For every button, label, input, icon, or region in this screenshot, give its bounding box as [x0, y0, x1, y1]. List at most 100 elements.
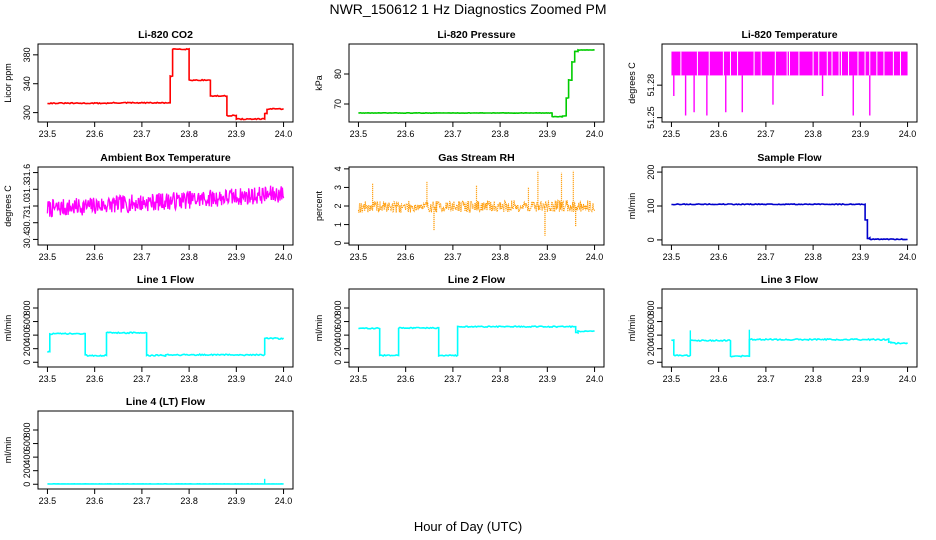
y-tick-label: 600	[22, 314, 32, 329]
x-tick-label: 24.0	[275, 129, 293, 139]
x-tick-label: 24.0	[899, 374, 917, 384]
y-axis-label: percent	[314, 190, 324, 221]
y-tick-label: 0	[22, 482, 32, 487]
x-tick-label: 23.9	[852, 374, 870, 384]
x-tick-label: 23.6	[710, 252, 728, 262]
panel-title: Sample Flow	[757, 152, 822, 164]
y-tick-label: 1	[333, 222, 343, 227]
x-tick-label: 23.9	[228, 252, 246, 262]
plot-area	[47, 47, 284, 121]
x-tick-label: 23.8	[180, 374, 198, 384]
x-tick-label: 23.8	[491, 374, 509, 384]
y-axis-label: degrees C	[3, 185, 13, 227]
y-axis-label: ml/min	[3, 437, 13, 464]
chart-panel-0: Li-820 CO2 23.5 23.6 23.7 23.8 23.9 24.0 300 340…	[3, 29, 294, 139]
x-tick-label: 23.9	[228, 496, 246, 506]
x-tick-label: 23.8	[491, 252, 509, 262]
x-tick-label: 23.9	[539, 252, 557, 262]
plot-frame	[37, 166, 294, 246]
series-line	[46, 331, 285, 358]
y-tick-label: 200	[22, 463, 32, 478]
panel-title: Li-820 CO2	[138, 29, 193, 41]
plot-area	[671, 202, 908, 241]
y-axis-label: ml/min	[3, 315, 13, 342]
y-tick-label: 800	[22, 300, 32, 315]
x-tick-label: 23.6	[86, 252, 104, 262]
y-tick-label: 340	[22, 76, 32, 91]
x-tick-label: 23.7	[133, 496, 151, 506]
series-line	[357, 199, 596, 214]
y-tick-label: 0	[646, 360, 656, 365]
y-tick-label: 4	[333, 166, 343, 171]
x-tick-label: 24.0	[899, 252, 917, 262]
x-tick-label: 23.6	[86, 129, 104, 139]
y-tick-label: 51.28	[646, 74, 656, 97]
plot-area	[358, 325, 595, 358]
x-tick-label: 23.8	[491, 129, 509, 139]
y-tick-label: 51.25	[646, 106, 656, 129]
series-line	[47, 47, 284, 121]
panel-title: Gas Stream RH	[438, 152, 514, 164]
x-tick-label: 23.8	[804, 252, 822, 262]
x-tick-label: 23.7	[133, 252, 151, 262]
plot-frame	[348, 166, 605, 246]
y-axis-label: degrees C	[627, 62, 637, 104]
chart-panel-1: Li-820 Pressure 23.5 23.6 23.7 23.8 23.9 24.0 7…	[314, 29, 605, 139]
x-tick-label: 23.6	[710, 129, 728, 139]
chart-panel-3: Ambient Box Temperature 23.5 23.6 23.7 23.8 2…	[3, 152, 294, 262]
x-tick-label: 24.0	[586, 252, 604, 262]
chart-panel-8: Line 3 Flow 23.5 23.6 23.7 23.8 23.9 24.0 0 2004…	[627, 274, 918, 384]
plot-area	[671, 329, 909, 358]
y-tick-label: 400	[22, 328, 32, 343]
y-tick-label: 400	[333, 328, 343, 343]
y-tick-label: 0	[333, 241, 343, 246]
y-tick-label: 200	[333, 341, 343, 356]
x-tick-label: 23.5	[350, 374, 368, 384]
y-tick-label: 300	[22, 105, 32, 120]
x-tick-label: 23.5	[39, 252, 57, 262]
panel-title: Ambient Box Temperature	[100, 152, 231, 164]
x-tick-label: 23.5	[39, 496, 57, 506]
chart-panel-5: Sample Flow 23.5 23.6 23.7 23.8 23.9 24.0 0 100 2…	[627, 152, 918, 262]
x-tick-label: 23.5	[350, 252, 368, 262]
y-tick-label: 200	[646, 165, 656, 180]
x-tick-label: 23.7	[133, 129, 151, 139]
plot-area	[46, 331, 285, 358]
y-tick-label: 800	[333, 300, 343, 315]
y-tick-label: 30.7	[22, 214, 32, 232]
y-tick-label: 200	[22, 341, 32, 356]
x-tick-label: 23.6	[397, 252, 415, 262]
x-tick-label: 23.7	[757, 252, 775, 262]
y-tick-label: 600	[22, 436, 32, 451]
y-axis-label: ml/min	[314, 315, 324, 342]
x-tick-label: 23.7	[444, 252, 462, 262]
y-axis-label: Licor ppm	[3, 63, 13, 103]
plot-frame	[37, 410, 294, 490]
plot-frame	[37, 288, 294, 368]
x-tick-label: 23.9	[852, 129, 870, 139]
x-tick-label: 23.6	[86, 374, 104, 384]
panel-title: Line 2 Flow	[448, 274, 506, 286]
y-tick-label: 30.4	[22, 231, 32, 249]
y-tick-label: 3	[333, 185, 343, 190]
y-tick-label: 31.0	[22, 197, 32, 215]
y-tick-label: 200	[646, 341, 656, 356]
x-tick-label: 23.8	[180, 496, 198, 506]
y-tick-label: 0	[333, 360, 343, 365]
x-tick-label: 23.5	[663, 374, 681, 384]
y-tick-label: 380	[22, 47, 32, 62]
x-tick-label: 24.0	[899, 129, 917, 139]
plot-frame	[348, 288, 605, 368]
plot-frame	[348, 43, 605, 123]
x-axis-label: Hour of Day (UTC)	[414, 519, 522, 534]
figure-title: NWR_150612 1 Hz Diagnostics Zoomed PM	[329, 1, 606, 17]
panel-title: Line 4 (LT) Flow	[126, 396, 206, 408]
y-tick-label: 0	[646, 237, 656, 242]
x-tick-label: 23.5	[39, 374, 57, 384]
x-tick-label: 23.6	[397, 129, 415, 139]
x-tick-label: 23.5	[350, 129, 368, 139]
y-tick-label: 600	[646, 314, 656, 329]
x-tick-label: 23.5	[663, 129, 681, 139]
x-tick-label: 23.7	[757, 374, 775, 384]
